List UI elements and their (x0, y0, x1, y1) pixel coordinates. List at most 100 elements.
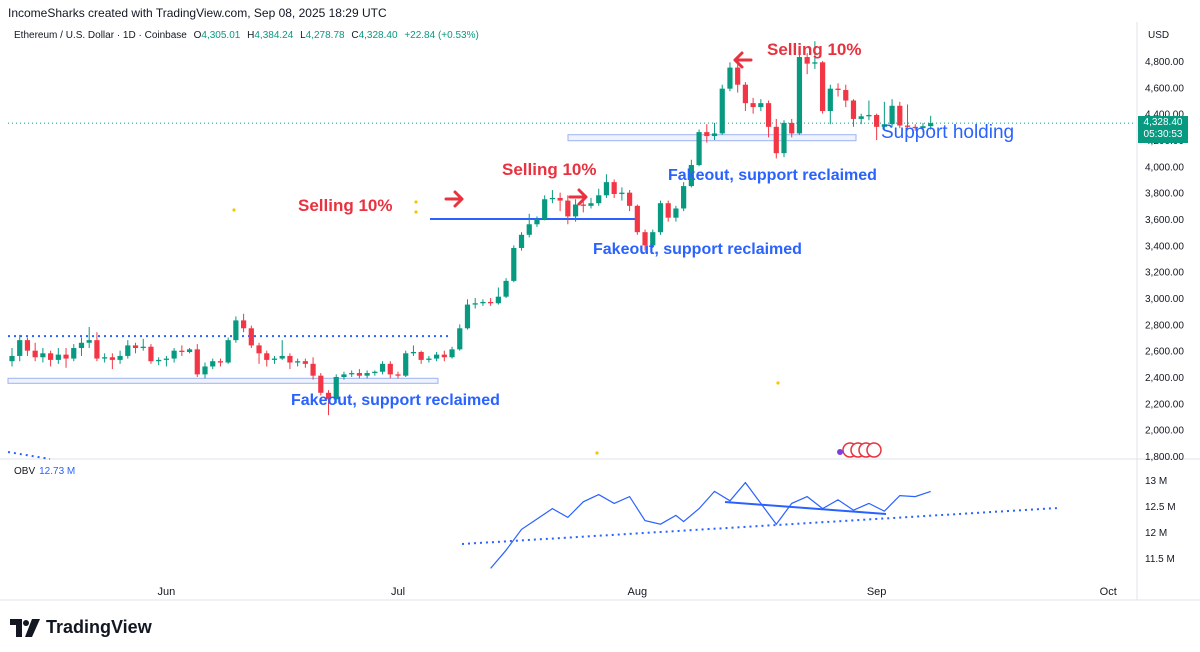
candle-body (256, 345, 262, 354)
candle-body (140, 346, 146, 349)
obv-tick-label: 12.5 M (1145, 502, 1176, 513)
candle-body (588, 203, 594, 206)
candle-body (379, 363, 386, 372)
support-zone-1 (7, 377, 439, 384)
candle-body (325, 392, 332, 400)
candle-body (464, 304, 471, 329)
support-holding-label: Support holding (881, 122, 1014, 143)
candle-body (580, 204, 586, 206)
marker-dot (232, 208, 236, 212)
candle-body (210, 361, 216, 367)
open-value: 4,305.01 (201, 30, 241, 41)
candle-body (109, 357, 115, 360)
candle-body (495, 296, 501, 304)
candle-body (279, 355, 285, 359)
candle-body (287, 355, 293, 363)
candles-group (9, 41, 934, 416)
candle-body (17, 340, 23, 356)
candle-body (773, 126, 779, 154)
close-value: 4,328.40 (358, 30, 398, 41)
symbol-legend: Ethereum / U.S. Dollar · 1D · Coinbase O… (14, 30, 479, 41)
candle-body (928, 123, 934, 127)
candle-body (758, 103, 764, 108)
candle-body (781, 122, 787, 154)
time-tick-label: Sep (867, 586, 887, 598)
fakeout-label-2: Fakeout, support reclaimed (593, 241, 802, 258)
high-label: H (247, 30, 255, 41)
candle-body (526, 224, 532, 235)
candle-body (125, 345, 131, 356)
candle-body (804, 57, 810, 64)
candle-body (295, 361, 301, 363)
candle-body (156, 359, 162, 362)
event-star-icon (837, 449, 843, 455)
candle-body (48, 353, 54, 360)
price-tick-label: 2,600.00 (1145, 347, 1184, 358)
candle-body (542, 199, 548, 219)
candle-body (410, 351, 417, 354)
candle-body (341, 374, 347, 377)
obv-tick-label: 12 M (1145, 528, 1167, 539)
candle-body (812, 62, 818, 64)
candle-body (742, 84, 748, 104)
candle-body (650, 232, 656, 246)
candle-body (796, 57, 803, 134)
candle-body (820, 62, 826, 112)
candle-body (78, 342, 85, 349)
candle-body (241, 320, 247, 329)
candle-body (727, 67, 733, 89)
candle-body (194, 349, 200, 375)
candle-body (897, 105, 903, 126)
candle-body (619, 192, 625, 194)
trend-line-fragment (7, 451, 51, 460)
candle-body (827, 88, 833, 112)
candle-body (596, 195, 602, 204)
candle-body (912, 126, 918, 129)
price-tick-label: 2,000.00 (1145, 426, 1184, 437)
price-tick-label: 4,000.00 (1145, 162, 1184, 173)
marker-dot (414, 210, 418, 214)
candle-body (372, 371, 378, 374)
price-tick-label: 3,800.00 (1145, 189, 1184, 200)
obv-tick-label: 11.5 M (1145, 554, 1175, 565)
time-tick-label: Jul (391, 586, 405, 598)
selling-label-1: Selling 10% (298, 196, 392, 215)
tradingview-logo[interactable]: TradingView (10, 617, 152, 638)
candle-body (71, 348, 77, 359)
time-tick-label: Oct (1100, 586, 1117, 598)
candle-body (696, 132, 702, 166)
obv-value: 12.73 M (39, 466, 76, 477)
candle-body (472, 303, 478, 305)
candle-body (572, 204, 579, 217)
candle-body (364, 373, 370, 376)
obv-legend: OBV 12.73 M (14, 466, 75, 477)
candle-body (511, 247, 517, 281)
candle-body (171, 350, 177, 359)
candle-body (434, 354, 440, 359)
candle-body (735, 67, 741, 85)
candle-body (248, 328, 254, 346)
high-value: 4,384.24 (254, 30, 294, 41)
candle-body (704, 132, 710, 137)
candle-body (395, 374, 401, 376)
candle-body (565, 200, 571, 217)
candle-body (349, 373, 355, 375)
candle-body (333, 377, 339, 400)
chart-credit: IncomeSharks created with TradingView.co… (8, 6, 387, 20)
candle-body (86, 340, 92, 343)
sell-arrow-3 (733, 51, 753, 69)
last-price-value: 4,328.40 (1143, 117, 1183, 128)
selling-label-3: Selling 10% (767, 40, 861, 59)
sell-arrow-2 (568, 188, 588, 206)
price-tick-label: 4,800.00 (1145, 57, 1184, 68)
candle-body (874, 114, 880, 127)
obv-uptrend-line (461, 507, 1059, 545)
candle-body (603, 182, 610, 196)
candle-body (881, 124, 887, 127)
candle-body (356, 373, 362, 376)
marker-dot (595, 451, 599, 455)
time-tick-label: Aug (628, 586, 648, 598)
candle-body (549, 197, 555, 200)
selling-label-2: Selling 10% (502, 160, 596, 179)
